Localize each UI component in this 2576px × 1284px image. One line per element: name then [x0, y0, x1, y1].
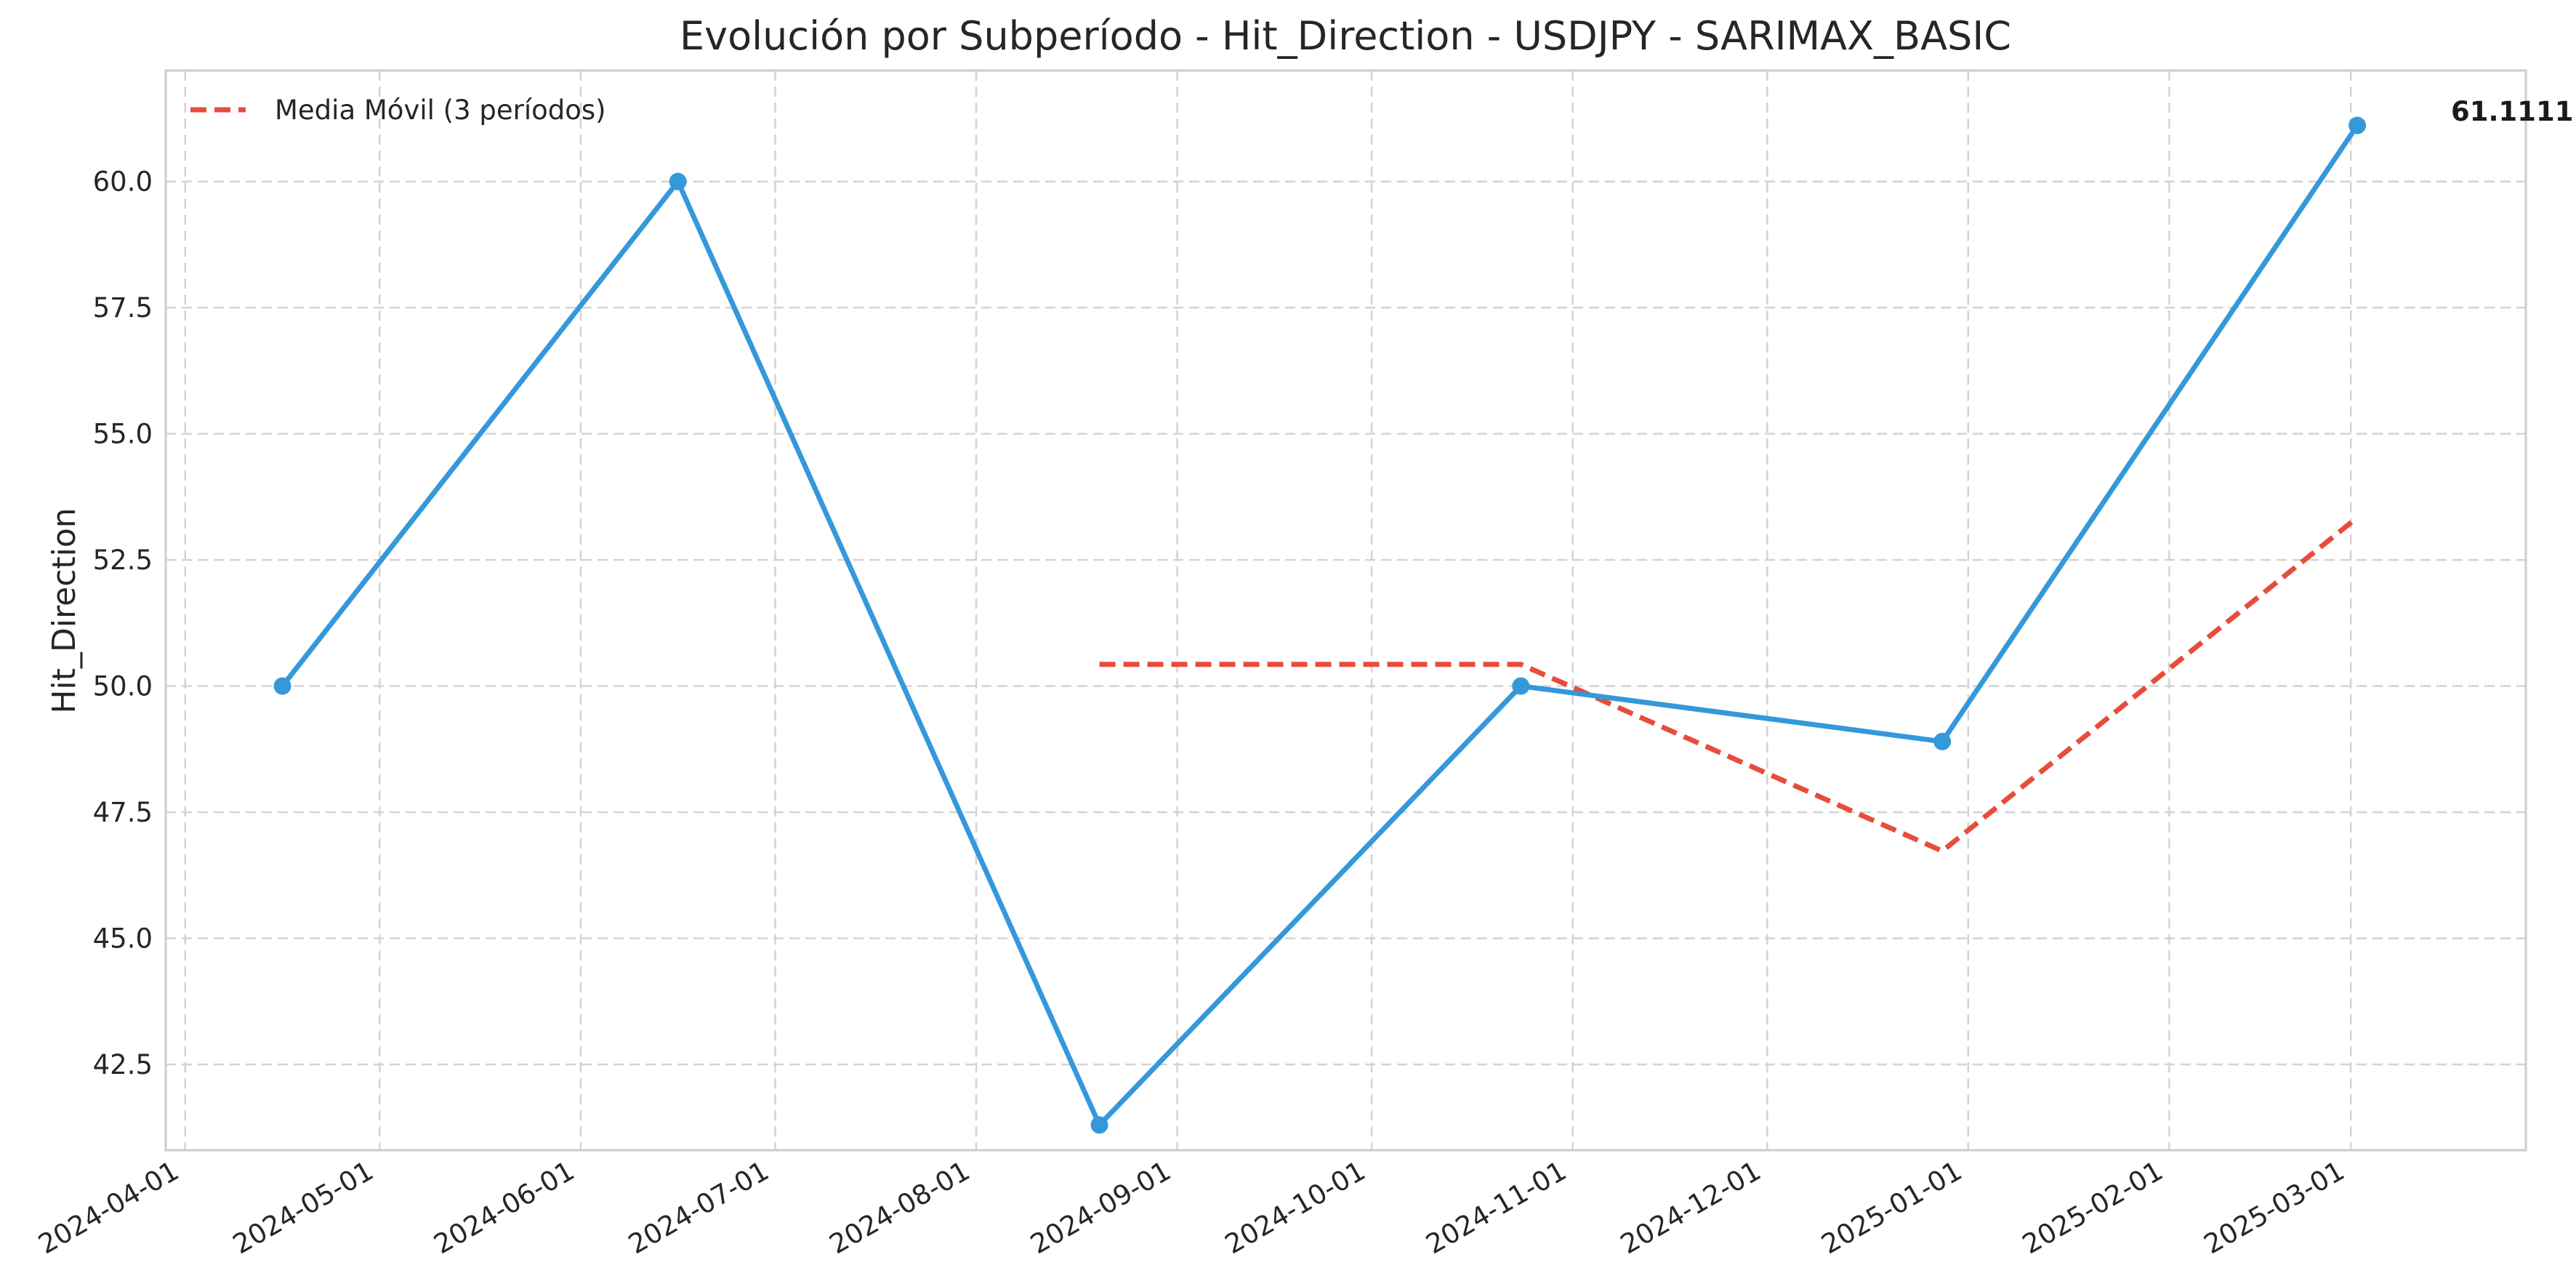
y-axis-title: Hit_Direction — [46, 507, 83, 713]
y-gridlines — [166, 180, 2526, 1066]
y-tick-label: 52.5 — [93, 545, 153, 576]
data-label-last-point: 61.1111 — [2451, 96, 2574, 127]
plot-area-frame — [164, 69, 2527, 1152]
hit-direction-point — [273, 677, 291, 695]
y-tick-label: 42.5 — [93, 1049, 153, 1080]
hit-direction-point — [1090, 1116, 1108, 1134]
hit-direction-point — [1512, 677, 1530, 695]
y-tick-label: 50.0 — [93, 671, 153, 702]
series-layer — [273, 116, 2367, 1134]
y-tick-labels: 42.5 45.0 47.5 50.0 52.5 55.0 57.5 60.0 — [93, 166, 153, 1080]
legend-label-moving-average: Media Móvil (3 períodos) — [275, 95, 606, 126]
y-tick-label: 60.0 — [93, 166, 153, 198]
y-tick-label: 55.0 — [93, 419, 153, 450]
chart-title: Evolución por Subperíodo - Hit_Direction… — [680, 13, 2011, 59]
hit-direction-point — [1933, 732, 1952, 750]
hit-direction-point — [2348, 116, 2367, 135]
hit-direction-point — [669, 172, 687, 190]
hit-direction-line — [280, 124, 2359, 1128]
y-tick-label: 57.5 — [93, 292, 153, 324]
y-tick-label: 45.0 — [93, 923, 153, 955]
x-gridlines — [184, 71, 2352, 1150]
moving-average-line — [1099, 515, 2359, 854]
y-tick-label: 47.5 — [93, 797, 153, 828]
legend: Media Móvil (3 períodos) — [190, 95, 606, 126]
